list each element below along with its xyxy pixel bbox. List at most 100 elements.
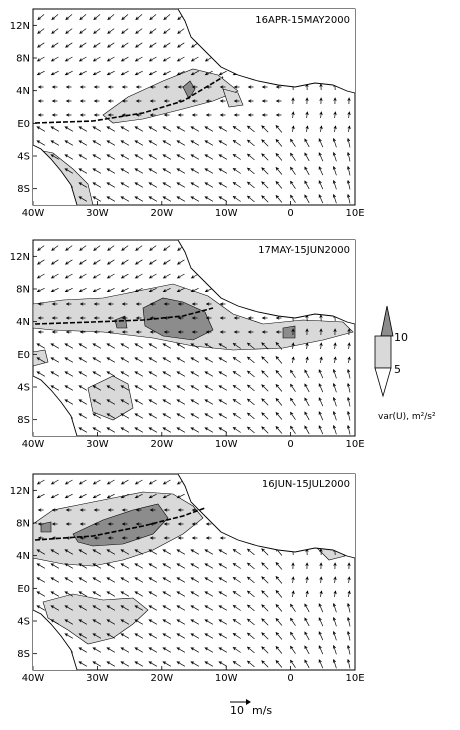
wind-vector [148, 563, 158, 569]
lon-tick-label: 30W [86, 673, 109, 684]
lat-tick-label: 4N [16, 86, 30, 97]
wind-vector [261, 139, 269, 147]
wind-vector [246, 181, 255, 189]
wind-vector [65, 85, 72, 89]
wind-vector [134, 591, 144, 597]
wind-vector [191, 536, 198, 540]
wind-vector [134, 563, 144, 569]
wind-vector [134, 182, 144, 188]
wind-vector [78, 168, 88, 174]
wind-vector [121, 536, 128, 540]
wind-vector [346, 630, 351, 641]
wind-vector [162, 399, 172, 405]
wind-vector [120, 56, 129, 62]
panel-3-map [32, 473, 356, 671]
wind-vector [190, 287, 199, 293]
wind-vector [121, 316, 128, 320]
wind-vector [148, 168, 158, 174]
wind-vector [190, 563, 200, 569]
wind-vector [304, 617, 310, 627]
wind-vector [318, 369, 324, 379]
wind-vector [106, 126, 116, 132]
wind-vector [162, 140, 172, 146]
wind-vector [319, 97, 323, 105]
wind-vector [148, 196, 158, 202]
lon-tick-label: 10E [345, 439, 364, 450]
reference-unit: m/s [252, 704, 272, 717]
wind-vector [64, 479, 73, 485]
wind-vector [318, 180, 324, 190]
wind-vector [163, 302, 170, 306]
panel-1-date: 16APR-15MAY2000 [255, 15, 350, 26]
wind-vector [176, 70, 185, 76]
wind-vector [261, 330, 268, 334]
wind-vector [162, 259, 171, 265]
wind-vector [92, 619, 102, 625]
reference-vector: 10 m/s [230, 699, 272, 717]
wind-vector [107, 522, 114, 526]
wind-vector [106, 399, 116, 405]
wind-vector [204, 427, 214, 433]
wind-vector [347, 356, 351, 363]
wind-vector [78, 56, 87, 62]
wind-vector [162, 385, 172, 391]
wind-vector [204, 399, 214, 405]
wind-vector [106, 493, 115, 499]
wind-vector [65, 113, 72, 117]
wind-vector [37, 316, 44, 320]
wind-vector [79, 508, 86, 512]
wind-vector [275, 617, 283, 626]
wind-vector [332, 644, 337, 655]
wind-vector [232, 413, 241, 419]
wind-vector [50, 126, 60, 132]
wind-vector [64, 577, 74, 583]
wind-vector [219, 85, 226, 89]
wind-vector [36, 287, 45, 293]
panel-3-south-america [33, 610, 77, 670]
wind-vector [134, 493, 143, 499]
wind-vector [37, 522, 44, 526]
wind-vector [204, 154, 214, 160]
lon-tick-label: 10E [345, 208, 364, 219]
wind-vector [232, 549, 241, 555]
wind-vector [219, 99, 226, 103]
wind-vector [246, 660, 255, 668]
wind-vector [275, 152, 283, 161]
wind-vector [232, 427, 241, 433]
wind-vector [204, 385, 214, 391]
wind-vector [120, 287, 129, 293]
wind-vector [64, 140, 74, 146]
wind-vector [148, 661, 158, 667]
wind-vector [93, 522, 100, 526]
wind-vector [135, 99, 142, 103]
panel-1-south-america-coast [32, 144, 78, 206]
wind-vector [37, 99, 44, 103]
wind-vector [106, 661, 116, 667]
wind-vector [148, 479, 157, 485]
wind-vector [190, 591, 200, 597]
wind-vector [177, 536, 184, 540]
wind-vector [191, 330, 198, 334]
wind-vector [177, 113, 184, 117]
wind-vector [78, 661, 88, 667]
wind-vector [204, 563, 214, 569]
variance-10-region [142, 297, 214, 341]
wind-vector [78, 273, 87, 279]
wind-vector [205, 316, 212, 320]
wind-vector [79, 522, 86, 526]
wind-vector [176, 549, 186, 555]
wind-vector [246, 342, 255, 350]
wind-vector [305, 328, 309, 336]
wind-vector [120, 154, 130, 160]
panel-3-lat-axis: 12N 8N 4N E0 4S 8S [10, 486, 37, 660]
wind-vector [246, 384, 255, 392]
wind-vector [64, 633, 74, 639]
wind-vector [64, 549, 74, 555]
wind-vector [261, 412, 269, 420]
wind-vector [218, 168, 228, 174]
lat-tick-label: 4S [17, 617, 30, 628]
wind-vector [106, 563, 116, 569]
wind-vector [162, 619, 172, 625]
wind-vector [162, 287, 171, 293]
wind-vector [107, 245, 115, 251]
